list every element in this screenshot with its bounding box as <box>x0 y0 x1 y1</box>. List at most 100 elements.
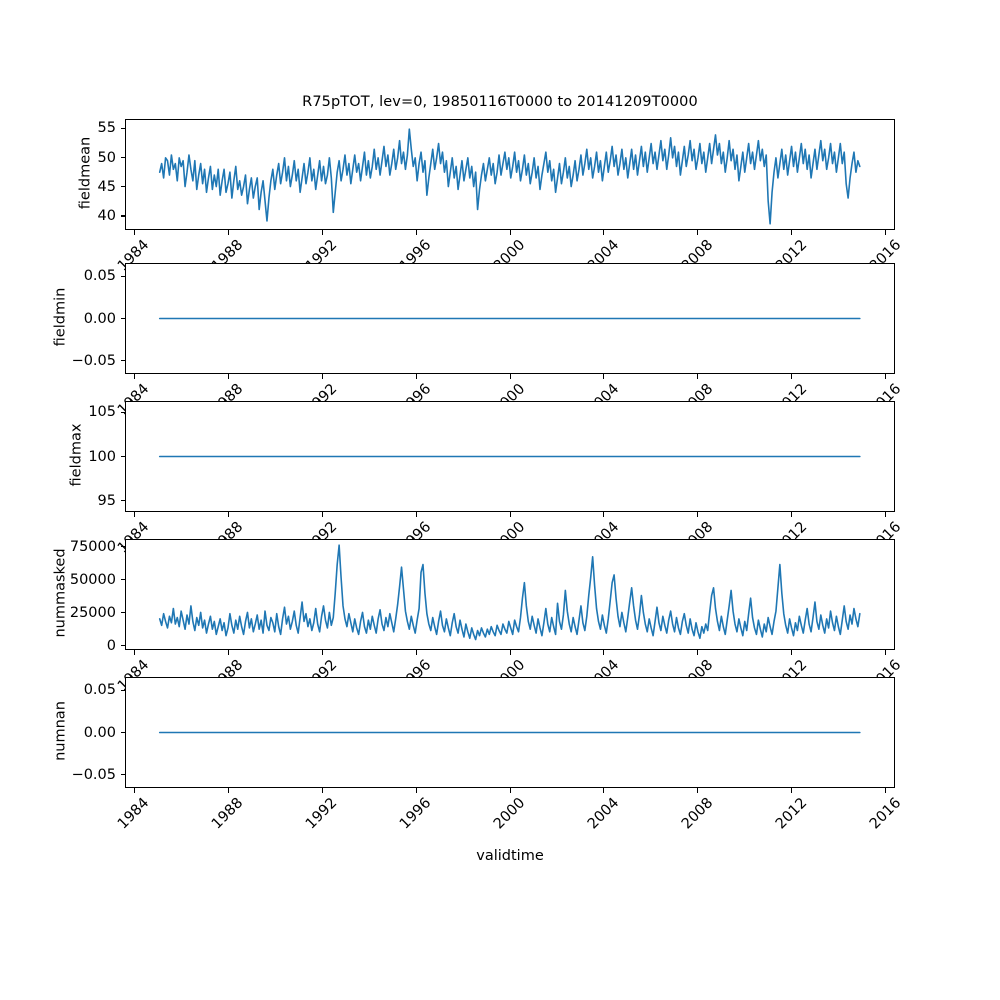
x-tick-mark <box>791 788 793 793</box>
x-tick-mark <box>603 650 605 655</box>
y-tick-mark <box>120 500 125 502</box>
subplot-fieldmax <box>125 401 895 512</box>
x-tick-mark <box>321 650 323 655</box>
y-tick-mark <box>120 732 125 734</box>
x-tick-mark <box>603 374 605 379</box>
y-tick-mark <box>120 774 125 776</box>
y-tick-mark <box>120 546 125 548</box>
x-tick-mark <box>791 512 793 517</box>
series-line-fieldmax <box>126 402 894 511</box>
y-axis-label-nummasked: nummasked <box>52 547 68 638</box>
x-tick-mark <box>415 374 417 379</box>
x-tick-mark <box>697 374 699 379</box>
x-tick-label: 2016 <box>866 795 904 833</box>
x-tick-mark <box>885 512 887 517</box>
x-tick-mark <box>791 650 793 655</box>
y-tick-mark <box>120 689 125 691</box>
x-tick-mark <box>509 788 511 793</box>
y-tick-label: 95 <box>97 492 116 509</box>
y-tick-label: 40 <box>97 207 116 224</box>
x-tick-mark <box>697 650 699 655</box>
x-tick-mark <box>885 374 887 379</box>
x-tick-mark <box>509 374 511 379</box>
y-tick-label: 0.05 <box>83 682 116 699</box>
x-tick-mark <box>415 788 417 793</box>
y-tick-mark <box>120 157 125 159</box>
x-tick-mark <box>509 230 511 235</box>
x-tick-mark <box>133 788 135 793</box>
y-tick-mark <box>120 318 125 320</box>
plot-area <box>126 540 894 649</box>
y-tick-label: 100 <box>88 448 116 465</box>
x-tick-mark <box>321 512 323 517</box>
plot-area <box>126 678 894 787</box>
y-axis-label-numnan: numnan <box>52 700 68 761</box>
x-tick-mark <box>133 512 135 517</box>
y-tick-mark <box>120 127 125 129</box>
x-tick-mark <box>415 650 417 655</box>
x-tick-mark <box>227 230 229 235</box>
x-tick-label: 1992 <box>303 795 341 833</box>
x-tick-mark <box>697 512 699 517</box>
series-line-numnan <box>126 678 894 787</box>
x-tick-label: 2004 <box>584 795 623 833</box>
x-tick-label: 2012 <box>772 795 811 833</box>
y-tick-label: 105 <box>88 404 116 421</box>
y-tick-mark <box>120 579 125 581</box>
x-tick-label: 1996 <box>396 795 435 833</box>
x-tick-label: 2008 <box>678 795 717 833</box>
y-tick-mark <box>120 275 125 277</box>
y-tick-label: 0.00 <box>83 310 116 327</box>
y-tick-label: 55 <box>97 120 116 137</box>
x-tick-mark <box>885 650 887 655</box>
subplot-nummasked <box>125 539 895 650</box>
y-tick-label: 0.00 <box>83 724 116 741</box>
y-tick-label: 0 <box>106 637 116 654</box>
series-line-nummasked <box>126 540 894 649</box>
x-tick-mark <box>321 374 323 379</box>
x-tick-mark <box>509 512 511 517</box>
x-tick-mark <box>885 230 887 235</box>
x-tick-mark <box>133 374 135 379</box>
y-tick-mark <box>120 645 125 647</box>
x-tick-mark <box>415 512 417 517</box>
x-tick-mark <box>321 788 323 793</box>
y-axis-label-fieldmean: fieldmean <box>77 136 94 209</box>
y-tick-mark <box>120 411 125 413</box>
y-tick-label: 0.05 <box>83 268 116 285</box>
y-tick-label: 50 <box>97 149 116 166</box>
x-tick-mark <box>791 374 793 379</box>
figure-title: R75pTOT, lev=0, 19850116T0000 to 2014120… <box>302 94 698 110</box>
y-tick-label: 45 <box>97 178 116 195</box>
y-tick-label: −0.05 <box>71 766 116 783</box>
x-tick-mark <box>227 650 229 655</box>
x-tick-mark <box>321 230 323 235</box>
plot-area <box>126 264 894 373</box>
x-tick-mark <box>509 650 511 655</box>
plot-area <box>126 402 894 511</box>
y-tick-label: −0.05 <box>71 352 116 369</box>
y-tick-label: 50000 <box>69 571 116 588</box>
x-tick-mark <box>603 512 605 517</box>
x-tick-mark <box>697 788 699 793</box>
series-line-fieldmean <box>126 120 894 229</box>
x-tick-mark <box>133 650 135 655</box>
y-tick-mark <box>120 612 125 614</box>
subplot-fieldmin <box>125 263 895 374</box>
y-axis-label-fieldmin: fieldmin <box>52 287 68 346</box>
y-tick-label: 25000 <box>69 604 116 621</box>
x-axis-label: validtime <box>476 848 544 864</box>
y-tick-mark <box>120 360 125 362</box>
subplot-fieldmean <box>125 119 895 230</box>
subplot-numnan <box>125 677 895 788</box>
y-tick-mark <box>120 186 125 188</box>
x-tick-mark <box>791 230 793 235</box>
x-tick-mark <box>415 230 417 235</box>
y-axis-label-fieldmax: fieldmax <box>68 423 85 486</box>
x-tick-mark <box>603 788 605 793</box>
x-tick-mark <box>227 788 229 793</box>
x-tick-label: 1984 <box>115 795 153 833</box>
y-tick-label: 75000 <box>69 538 116 555</box>
x-tick-label: 2000 <box>490 795 529 833</box>
